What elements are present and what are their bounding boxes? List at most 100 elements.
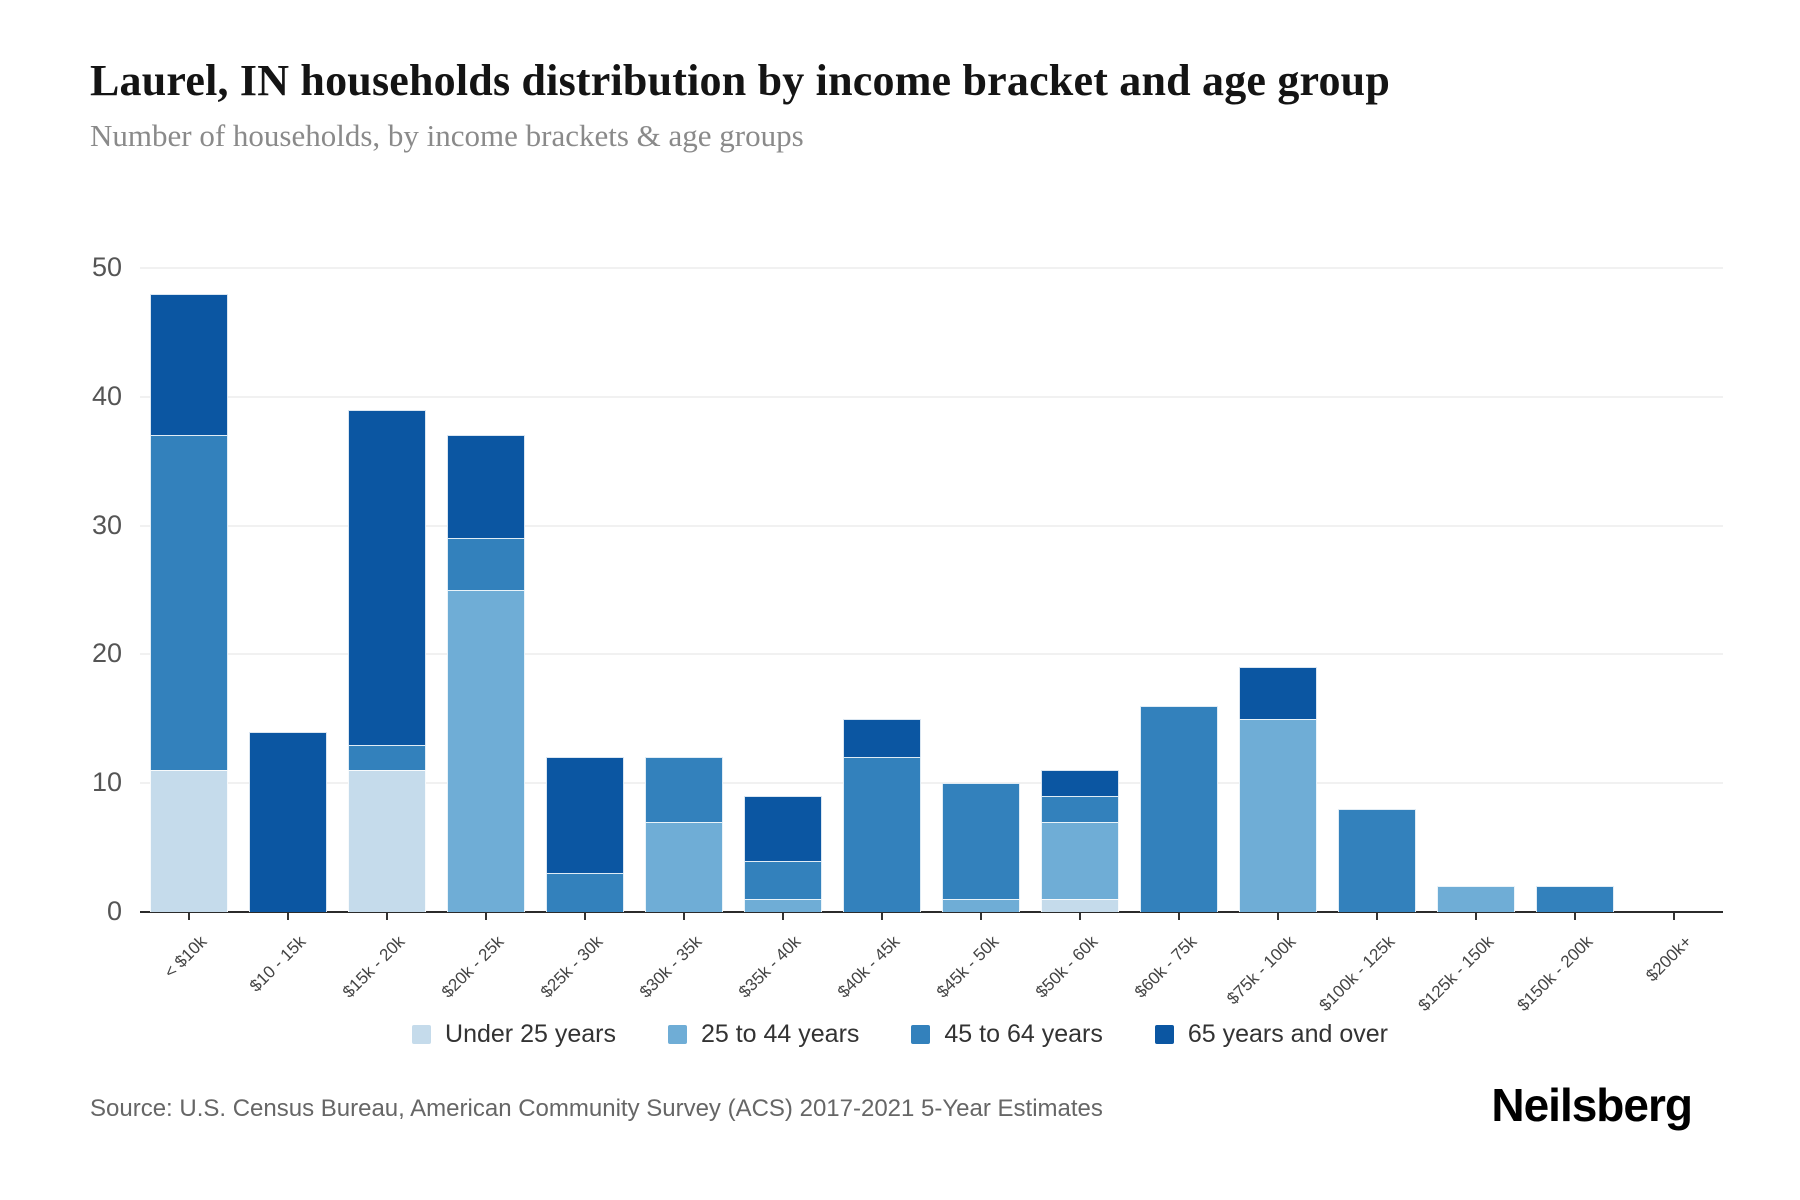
x-axis-label: $200k+ [1641,932,1695,986]
bar-segment[interactable] [1040,770,1119,797]
chart-title: Laurel, IN households distribution by in… [90,56,1391,105]
bar-segment[interactable] [1238,667,1317,719]
x-axis-tick [1177,913,1180,920]
bar-group-10-15k [249,731,328,912]
bar-group-25k-30k [546,757,625,912]
legend-swatch-65-and-over [1154,1025,1174,1044]
bar-segment[interactable] [1436,886,1515,912]
bar-group-40k-45k [843,718,922,912]
bar-segment[interactable] [744,899,823,912]
bar-group-60k-75k [1139,705,1218,912]
bar-segment[interactable] [645,821,724,912]
y-axis-label-30: 30 [91,509,122,540]
x-axis-label: $30k - 35k [636,932,706,1002]
legend-item-under-25[interactable]: Under 25 years [412,1020,616,1049]
gridline-y-50 [140,267,1723,269]
x-axis-tick [1573,913,1576,920]
bar-segment[interactable] [645,757,724,822]
y-axis-label-0: 0 [106,896,122,926]
legend-item-25-to-44[interactable]: 25 to 44 years [667,1020,860,1049]
x-axis-label: $125k - 150k [1414,932,1498,1015]
bar-segment[interactable] [843,718,922,758]
gridline-y-40 [140,395,1723,398]
bar-group-15k-20k [348,409,427,912]
x-axis-label: $75k - 100k [1222,932,1300,1009]
x-axis-tick [1474,913,1477,920]
x-axis-tick [188,913,191,920]
bar-group-45k-50k [941,783,1020,912]
bar-group-50k-60k [1040,770,1119,912]
bar-group-75k-100k [1238,667,1317,912]
x-axis-line [140,911,1723,913]
bar-segment[interactable] [447,590,526,912]
bar-segment[interactable] [744,796,823,861]
x-axis-label: $100k - 125k [1315,932,1399,1015]
legend-label-under-25: Under 25 years [445,1020,616,1048]
plot-area [140,267,1723,913]
x-axis-label: < $10k [161,932,211,982]
chart-subtitle: Number of households, by income brackets… [90,118,804,153]
x-axis-tick [584,913,587,920]
bar-segment[interactable] [546,873,625,912]
legend-item-45-to-64[interactable]: 45 to 64 years [911,1020,1103,1049]
bar-segment[interactable] [546,757,625,874]
x-axis-label: $50k - 60k [1031,932,1102,1002]
gridline-y-30 [140,524,1723,527]
bar-group-30k-35k [645,757,724,912]
bar-segment[interactable] [1535,886,1614,912]
legend-item-65-and-over[interactable]: 65 years and over [1154,1020,1388,1049]
x-axis-tick [782,913,785,920]
y-axis-label-20: 20 [91,638,122,669]
bar-segment[interactable] [1040,796,1119,822]
bar-segment[interactable] [843,757,922,912]
bar-segment[interactable] [1238,718,1317,912]
bar-segment[interactable] [1040,899,1119,912]
bar-segment[interactable] [150,293,229,436]
y-axis-label-50: 50 [91,252,122,282]
x-axis-label: $35k - 40k [734,932,805,1002]
x-axis-label: $45k - 50k [932,932,1003,1002]
x-axis-label: $20k - 25k [438,932,508,1002]
bar-group-35k-40k [744,796,823,912]
x-axis-label: $60k - 75k [1130,932,1201,1002]
bar-segment[interactable] [1337,808,1416,912]
bar-segment[interactable] [1040,821,1119,900]
legend-swatch-45-to-64 [911,1025,931,1044]
x-axis-tick [881,913,884,920]
x-axis-label: $10 - 15k [246,932,310,996]
x-axis-tick [1672,913,1675,920]
bar-group-125k-150k [1436,886,1515,912]
x-axis-label: $40k - 45k [833,932,904,1002]
bar-segment[interactable] [941,783,1020,900]
bar-segment[interactable] [744,860,823,900]
y-axis-label-10: 10 [91,767,122,798]
brand-logo[interactable]: Neilsberg [1491,1079,1693,1131]
bar-segment[interactable] [150,435,229,771]
bar-segment[interactable] [941,899,1020,912]
x-axis-tick [287,913,290,920]
x-axis-tick [1078,913,1081,920]
legend: Under 25 years 25 to 44 years 45 to 64 y… [0,1020,1800,1049]
x-axis-label: $150k - 200k [1513,932,1597,1015]
bar-segment[interactable] [249,731,328,912]
source-text: Source: U.S. Census Bureau, American Com… [90,1095,1103,1122]
bar-segment[interactable] [150,770,229,912]
bar-segment[interactable] [447,435,526,539]
bar-segment[interactable] [348,744,427,771]
x-axis-tick [1276,913,1279,920]
y-axis-label-40: 40 [91,380,122,411]
bar-segment[interactable] [447,538,526,590]
bar-segment[interactable] [1139,705,1218,912]
x-axis-tick [485,913,488,920]
x-axis-label: $15k - 20k [339,932,409,1002]
bar-segment[interactable] [348,409,427,745]
legend-label-25-to-44: 25 to 44 years [700,1020,860,1048]
legend-swatch-25-to-44 [667,1025,687,1044]
x-axis-tick [386,913,389,920]
bar-segment[interactable] [348,770,427,912]
legend-swatch-under-25 [412,1025,432,1044]
gridline-y-20 [140,653,1723,656]
x-axis-tick [1375,913,1378,920]
gridline-y-10 [140,782,1723,785]
